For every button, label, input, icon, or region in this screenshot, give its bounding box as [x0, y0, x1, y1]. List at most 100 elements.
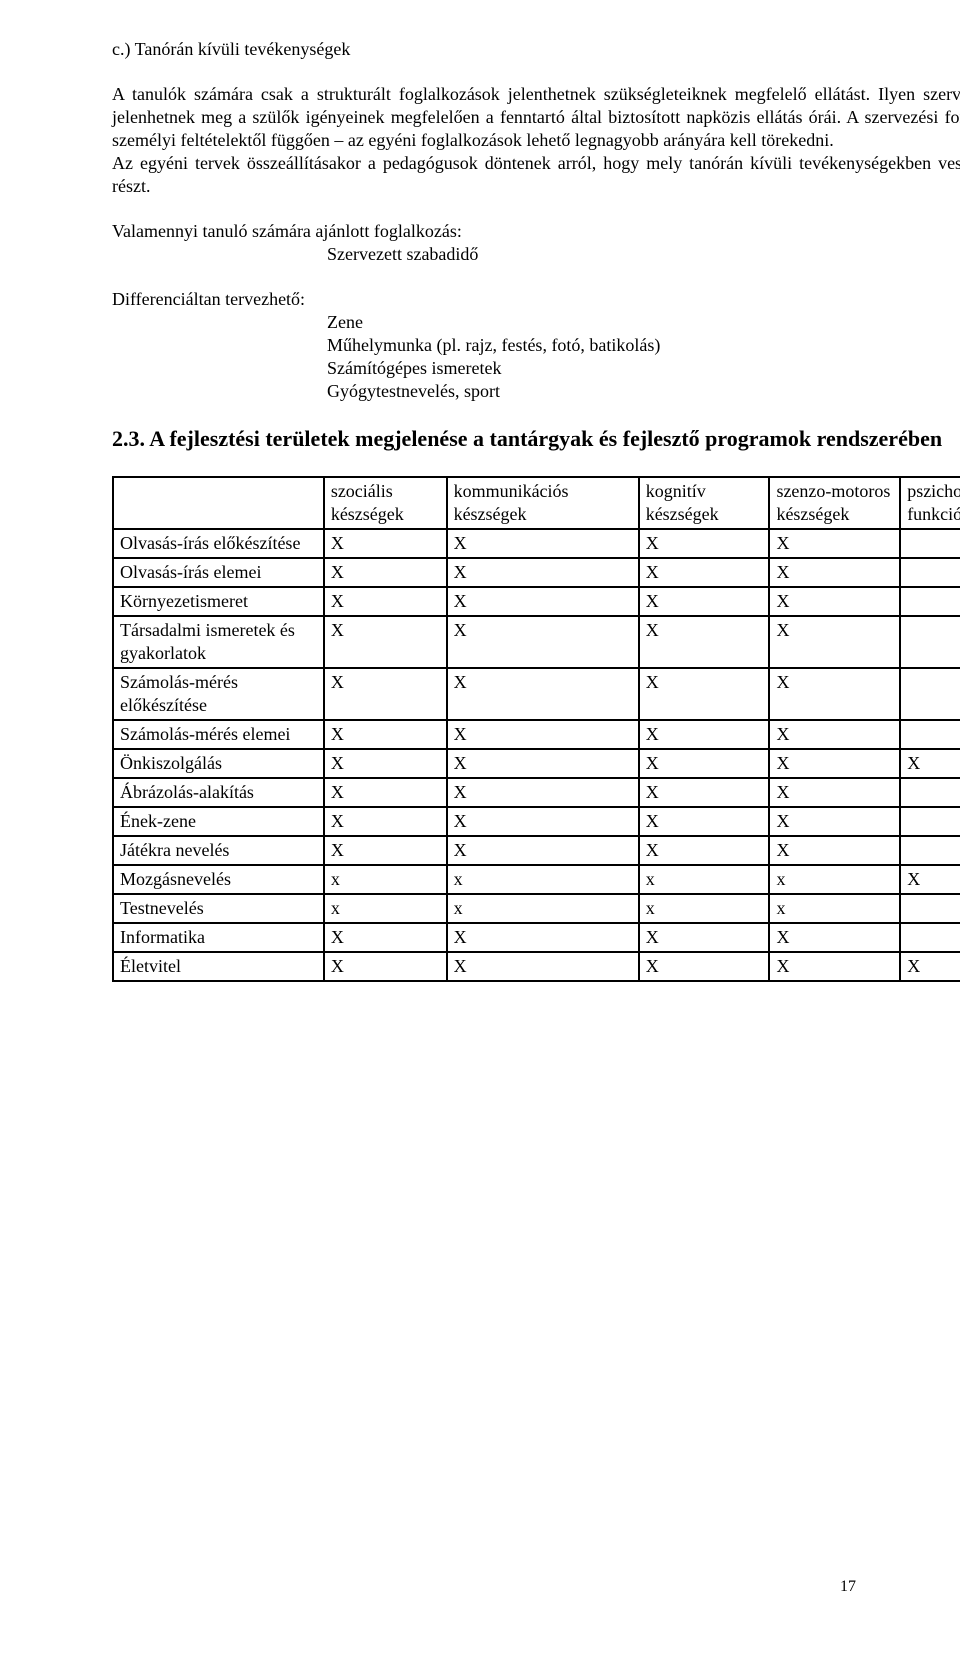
- table-cell: X: [324, 778, 447, 807]
- table-row: MozgásnevelésxxxxX: [113, 865, 960, 894]
- table-cell: X: [324, 668, 447, 720]
- table-cell: x: [447, 894, 639, 923]
- table-row: KörnyezetismeretXXXX: [113, 587, 960, 616]
- table-header-pszichoszomatikus: pszicho-szomatikus funkciók: [900, 477, 960, 529]
- table-cell: X: [769, 616, 900, 668]
- table-cell: X: [769, 749, 900, 778]
- table-cell: [900, 807, 960, 836]
- table-cell: X: [769, 668, 900, 720]
- table-cell: X: [447, 720, 639, 749]
- differentiated-items: Zene Műhelymunka (pl. rajz, festés, fotó…: [112, 311, 960, 403]
- table-cell: X: [447, 836, 639, 865]
- table-cell: [900, 529, 960, 558]
- table-cell: X: [639, 668, 770, 720]
- table-cell: [900, 778, 960, 807]
- table-cell: X: [447, 529, 639, 558]
- table-header-row: szociális készségek kommunikációs készsé…: [113, 477, 960, 529]
- table-header-kognitiv: kognitív készségek: [639, 477, 770, 529]
- table-header-kommunikacios: kommunikációs készségek: [447, 477, 639, 529]
- table-cell: [900, 720, 960, 749]
- recommended-item: Szervezett szabadidő: [327, 244, 478, 264]
- table-cell: [900, 836, 960, 865]
- table-cell: X: [447, 749, 639, 778]
- differentiated-item: Számítógépes ismeretek: [327, 357, 960, 380]
- table-cell: X: [769, 807, 900, 836]
- differentiated-label: Differenciáltan tervezhető:: [112, 288, 960, 311]
- table-cell: x: [639, 894, 770, 923]
- table-row-label: Környezetismeret: [113, 587, 324, 616]
- differentiated-item: Zene: [327, 311, 960, 334]
- table-row-label: Játékra nevelés: [113, 836, 324, 865]
- development-areas-table: szociális készségek kommunikációs készsé…: [112, 476, 960, 983]
- table-cell: X: [447, 616, 639, 668]
- table-row: Ének-zeneXXXX: [113, 807, 960, 836]
- table-row-label: Ének-zene: [113, 807, 324, 836]
- table-row-label: Életvitel: [113, 952, 324, 981]
- table-row: Számolás-mérés elemeiXXXX: [113, 720, 960, 749]
- table-cell: X: [769, 952, 900, 981]
- table-cell: X: [639, 807, 770, 836]
- section-title: 2.3. A fejlesztési területek megjelenése…: [112, 425, 960, 453]
- table-cell: X: [639, 720, 770, 749]
- table-cell: X: [324, 587, 447, 616]
- table-cell: X: [639, 836, 770, 865]
- table-cell: X: [900, 749, 960, 778]
- table-cell: x: [639, 865, 770, 894]
- table-row: Olvasás-írás előkészítéseXXXX: [113, 529, 960, 558]
- table-cell: X: [324, 952, 447, 981]
- table-cell: X: [639, 923, 770, 952]
- table-cell: X: [639, 529, 770, 558]
- table-cell: x: [324, 894, 447, 923]
- differentiated-item: Műhelymunka (pl. rajz, festés, fotó, bat…: [327, 334, 960, 357]
- table-cell: X: [769, 778, 900, 807]
- table-cell: X: [769, 587, 900, 616]
- table-cell: X: [900, 952, 960, 981]
- page-wrap: c.) Tanórán kívüli tevékenységek A tanul…: [112, 38, 960, 1671]
- table-body: Olvasás-írás előkészítéseXXXXOlvasás-írá…: [113, 529, 960, 982]
- table-cell: X: [324, 616, 447, 668]
- table-cell: X: [324, 529, 447, 558]
- table-row-label: Számolás-mérés előkészítése: [113, 668, 324, 720]
- table-row: Ábrázolás-alakításXXXX: [113, 778, 960, 807]
- table-row-label: Informatika: [113, 923, 324, 952]
- table-cell: X: [447, 668, 639, 720]
- table-cell: X: [447, 952, 639, 981]
- paragraph-intro-1-text: A tanulók számára csak a strukturált fog…: [112, 84, 960, 150]
- table-cell: [900, 894, 960, 923]
- table-cell: X: [769, 529, 900, 558]
- table-cell: X: [900, 865, 960, 894]
- table-row-label: Olvasás-írás elemei: [113, 558, 324, 587]
- table-row-label: Számolás-mérés elemei: [113, 720, 324, 749]
- table-cell: X: [324, 558, 447, 587]
- table-cell: X: [639, 749, 770, 778]
- table-cell: X: [324, 836, 447, 865]
- table-row: Olvasás-írás elemeiXXXX: [113, 558, 960, 587]
- table-cell: x: [324, 865, 447, 894]
- table-row-label: Mozgásnevelés: [113, 865, 324, 894]
- table-cell: X: [324, 807, 447, 836]
- table-row: ÉletvitelXXXXX: [113, 952, 960, 981]
- table-cell: x: [769, 894, 900, 923]
- table-row: Számolás-mérés előkészítéseXXXX: [113, 668, 960, 720]
- table-cell: X: [639, 952, 770, 981]
- table-cell: X: [324, 749, 447, 778]
- table-cell: [900, 668, 960, 720]
- paragraph-intro-2: Az egyéni tervek összeállításakor a peda…: [112, 152, 960, 198]
- table-cell: X: [447, 558, 639, 587]
- table-cell: X: [447, 587, 639, 616]
- heading-section-c: c.) Tanórán kívüli tevékenységek: [112, 38, 960, 61]
- table-row-label: Testnevelés: [113, 894, 324, 923]
- table-cell: [900, 558, 960, 587]
- table-row: ÖnkiszolgálásXXXXX: [113, 749, 960, 778]
- table-cell: [900, 923, 960, 952]
- table-cell: X: [324, 923, 447, 952]
- table-cell: X: [639, 616, 770, 668]
- table-header-empty: [113, 477, 324, 529]
- table-row: Játékra nevelésXXXX: [113, 836, 960, 865]
- table-cell: [900, 587, 960, 616]
- table-header-szocialis: szociális készségek: [324, 477, 447, 529]
- table-cell: X: [769, 720, 900, 749]
- recommended-item-block: Szervezett szabadidő: [112, 243, 960, 266]
- table-cell: X: [447, 807, 639, 836]
- table-row: InformatikaXXXX: [113, 923, 960, 952]
